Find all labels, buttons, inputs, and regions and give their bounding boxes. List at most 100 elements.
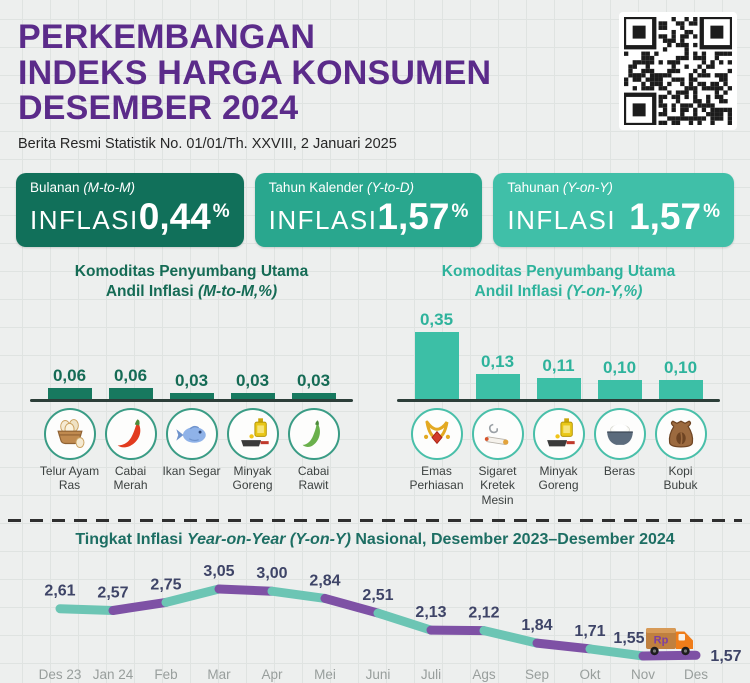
stat-period-label: Bulanan (M-to-M) xyxy=(30,180,136,196)
bar-value: 0,10 xyxy=(663,357,698,377)
data-point-label: 2,13 xyxy=(415,604,446,621)
commodity-panel-mtm: Komoditas Penyumbang Utama Andil Inflasi… xyxy=(8,262,375,507)
bar-value: 0,11 xyxy=(542,355,575,375)
release-subtitle: Berita Resmi Statistik No. 01/01/Th. XXV… xyxy=(18,136,397,153)
x-axis-label: Des 23 xyxy=(39,667,82,682)
bar xyxy=(291,392,336,399)
icon-row-mtm: Telur Ayam Ras Cabai Merah Ikan Segar Minya… xyxy=(8,408,375,492)
fish-icon xyxy=(165,408,218,461)
red-chili-icon xyxy=(104,408,157,461)
header: PERKEMBANGAN INDEKS HARGA KONSUMEN DESEM… xyxy=(0,0,750,152)
commodity-item: Kopi Bubuk xyxy=(650,408,711,492)
commodity-label: Kopi Bubuk xyxy=(663,464,698,493)
commodity-label: Minyak Goreng xyxy=(538,464,579,493)
x-axis-label: Okt xyxy=(579,667,600,682)
data-point-label: 1,71 xyxy=(574,623,605,640)
stat-card-ytd: Tahun Kalender (Y-to-D) INFLASI 1,57 % xyxy=(254,173,483,248)
rice-bowl-icon xyxy=(593,408,646,461)
stat-word: INFLASI xyxy=(507,205,617,236)
commodity-item: Ikan Segar xyxy=(161,408,222,478)
commodity-item: Sigaret Kretek Mesin xyxy=(467,408,528,507)
commodity-bar: 0,03 xyxy=(161,371,222,399)
section-divider-dashed xyxy=(8,518,742,523)
data-point-label: 2,57 xyxy=(97,585,128,602)
line-segment xyxy=(267,586,330,604)
commodity-item: Emas Perhiasan xyxy=(406,408,467,492)
x-axis-label: Ags xyxy=(472,667,496,682)
line-segment xyxy=(373,608,436,635)
commodity-label: Sigaret Kretek Mesin xyxy=(478,464,517,507)
stat-period-label: Tahunan (Y-on-Y) xyxy=(507,180,613,196)
commodity-item: Telur Ayam Ras xyxy=(39,408,100,492)
stat-value: 1,57 xyxy=(629,196,702,238)
line-segment xyxy=(55,604,118,616)
stat-card-monthly: Bulanan (M-to-M) INFLASI 0,44 % xyxy=(16,173,244,248)
commodity-bar: 0,10 xyxy=(589,358,650,399)
data-point-label: 2,51 xyxy=(362,587,393,604)
axis-line-mtm xyxy=(30,398,353,403)
commodity-label: Telur Ayam Ras xyxy=(39,464,100,493)
bar-value: 0,06 xyxy=(113,365,148,385)
bar-value: 0,10 xyxy=(602,357,637,377)
line-segment xyxy=(161,584,224,608)
bar-value: 0,03 xyxy=(174,370,209,390)
commodity-panel-yoy: Komoditas Penyumbang Utama Andil Inflasi… xyxy=(375,262,742,507)
yoy-line-chart: 2,61 2,57 2,75 3,05 3,00 2,84 2,51 2,13 2,12 1,84… xyxy=(39,563,742,682)
commodity-bar: 0,06 xyxy=(39,366,100,399)
x-axis-label: Sep xyxy=(525,667,549,682)
bar-value: 0,03 xyxy=(296,370,331,390)
line-segment xyxy=(426,625,489,636)
stat-value: 0,44 xyxy=(138,196,211,238)
line-segment xyxy=(638,650,701,661)
data-point-label: 1,84 xyxy=(521,617,552,634)
line-segment xyxy=(532,638,595,654)
eggs-basket-icon xyxy=(43,408,96,461)
commodity-label: Cabai Merah xyxy=(113,464,148,493)
x-axis-label: Nov xyxy=(631,667,655,682)
bar-value: 0,13 xyxy=(480,351,515,371)
title-line-1: PERKEMBANGAN xyxy=(18,18,316,56)
x-axis-label: Apr xyxy=(261,667,283,682)
page-title: PERKEMBANGAN INDEKS HARGA KONSUMEN DESEM… xyxy=(18,18,732,128)
x-axis-label: Des xyxy=(684,667,708,682)
data-point-label: 3,00 xyxy=(256,565,287,582)
bar-value: 0,03 xyxy=(235,370,270,390)
commodity-item: Cabai Rawit xyxy=(283,408,344,492)
qr-code xyxy=(619,12,737,130)
stat-unit: % xyxy=(212,201,230,223)
commodity-item: Cabai Merah xyxy=(100,408,161,492)
x-axis-label: Juli xyxy=(421,667,441,682)
stat-period-label: Tahun Kalender (Y-to-D) xyxy=(268,180,415,196)
bar xyxy=(169,392,214,399)
commodity-item: Minyak Goreng xyxy=(222,408,283,492)
commodity-label: Minyak Goreng xyxy=(232,464,273,493)
axis-line-yoy xyxy=(397,398,720,403)
line-segment xyxy=(214,584,277,596)
cooking-oil-icon xyxy=(532,408,585,461)
bar xyxy=(597,379,642,399)
qr-code-pattern xyxy=(624,17,732,125)
panel-title-yoy: Komoditas Penyumbang Utama Andil Inflasi… xyxy=(441,263,676,300)
commodity-item: Minyak Goreng xyxy=(528,408,589,492)
stat-unit: % xyxy=(451,201,469,223)
inflation-stats-row: Bulanan (M-to-M) INFLASI 0,44 % Tahun Ka… xyxy=(16,173,734,248)
data-point-label: 2,12 xyxy=(468,605,499,622)
data-point-label: 3,05 xyxy=(203,563,234,580)
bar xyxy=(108,387,153,399)
stat-card-yoy: Tahunan (Y-on-Y) INFLASI 1,57 % xyxy=(493,173,734,248)
commodity-bar: 0,03 xyxy=(283,371,344,399)
stat-value: 1,57 xyxy=(377,196,450,238)
commodity-label: Beras xyxy=(603,464,636,479)
x-axis-label: Juni xyxy=(366,667,391,682)
cooking-oil-icon xyxy=(226,408,279,461)
commodity-bar: 0,06 xyxy=(100,366,161,399)
line-segment xyxy=(585,644,648,661)
x-axis-label: Mar xyxy=(207,667,231,682)
line-segment xyxy=(479,626,542,648)
x-axis-label: Jan 24 xyxy=(93,667,134,682)
data-point-label: 2,61 xyxy=(44,583,75,600)
title-line-3: DESEMBER 2024 xyxy=(18,89,299,128)
data-point-label: 2,75 xyxy=(150,577,181,594)
bar xyxy=(475,373,520,399)
